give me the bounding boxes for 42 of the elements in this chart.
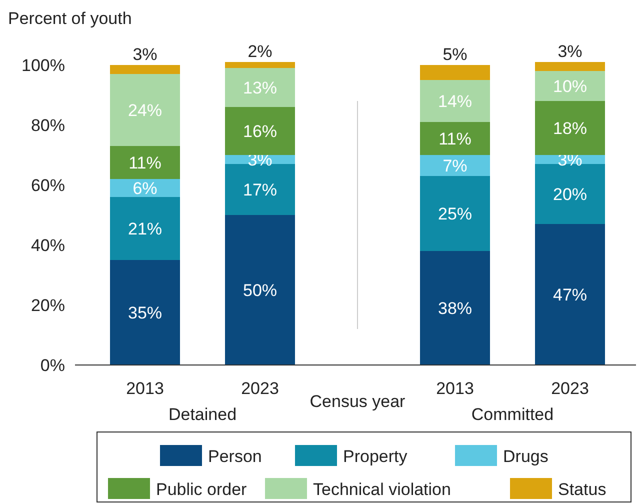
data-label: 14% — [438, 92, 472, 111]
text: Detained — [168, 405, 237, 424]
data-label: 18% — [552, 119, 588, 138]
data-label: 7% — [442, 156, 468, 176]
x-tick-label: 2013 — [126, 379, 164, 398]
legend-label: Property — [343, 447, 408, 466]
data-label: 21% — [128, 220, 162, 238]
data-label: 10% — [552, 77, 588, 96]
data-label: 3% — [132, 45, 158, 64]
data-label: 2% — [248, 42, 272, 61]
data-label: 13% — [242, 78, 278, 98]
y-tick-label: 40% — [30, 236, 65, 255]
y-tick-label: 80% — [30, 116, 65, 135]
legend-label: Public order — [156, 480, 248, 499]
data-label: 24% — [128, 101, 162, 120]
data-label: 25% — [438, 204, 472, 224]
data-label: 35% — [128, 304, 162, 322]
y-tick-label: 60% — [30, 176, 65, 195]
legend-label: Person — [208, 447, 262, 466]
y-axis-title: Percent of youth — [8, 9, 132, 28]
data-label: 20% — [552, 185, 588, 204]
x-tick-label: 2023 — [551, 379, 589, 398]
data-label: 11% — [438, 130, 472, 148]
data-label: 47% — [552, 286, 588, 304]
data-label: 5% — [442, 45, 468, 64]
y-tick-label: 0% — [40, 356, 65, 375]
legend-label: Technical violation — [313, 480, 451, 499]
x-axis-title: Census year — [310, 392, 406, 411]
data-label: 6% — [132, 179, 158, 198]
legend-label: Status — [558, 480, 606, 499]
data-label: 50% — [242, 281, 278, 300]
data-label: 17% — [242, 180, 278, 200]
legend-label: Drugs — [503, 447, 548, 466]
data-label: 16% — [242, 122, 278, 141]
data-label: 11% — [128, 154, 162, 172]
x-tick-label: 2023 — [241, 379, 279, 398]
y-tick-label: 100% — [22, 56, 65, 75]
y-tick-label: 20% — [30, 296, 65, 315]
text: Committed — [471, 405, 554, 424]
x-tick-label: 2013 — [436, 379, 474, 398]
data-label: 38% — [438, 299, 472, 318]
data-label: 3% — [558, 42, 582, 61]
